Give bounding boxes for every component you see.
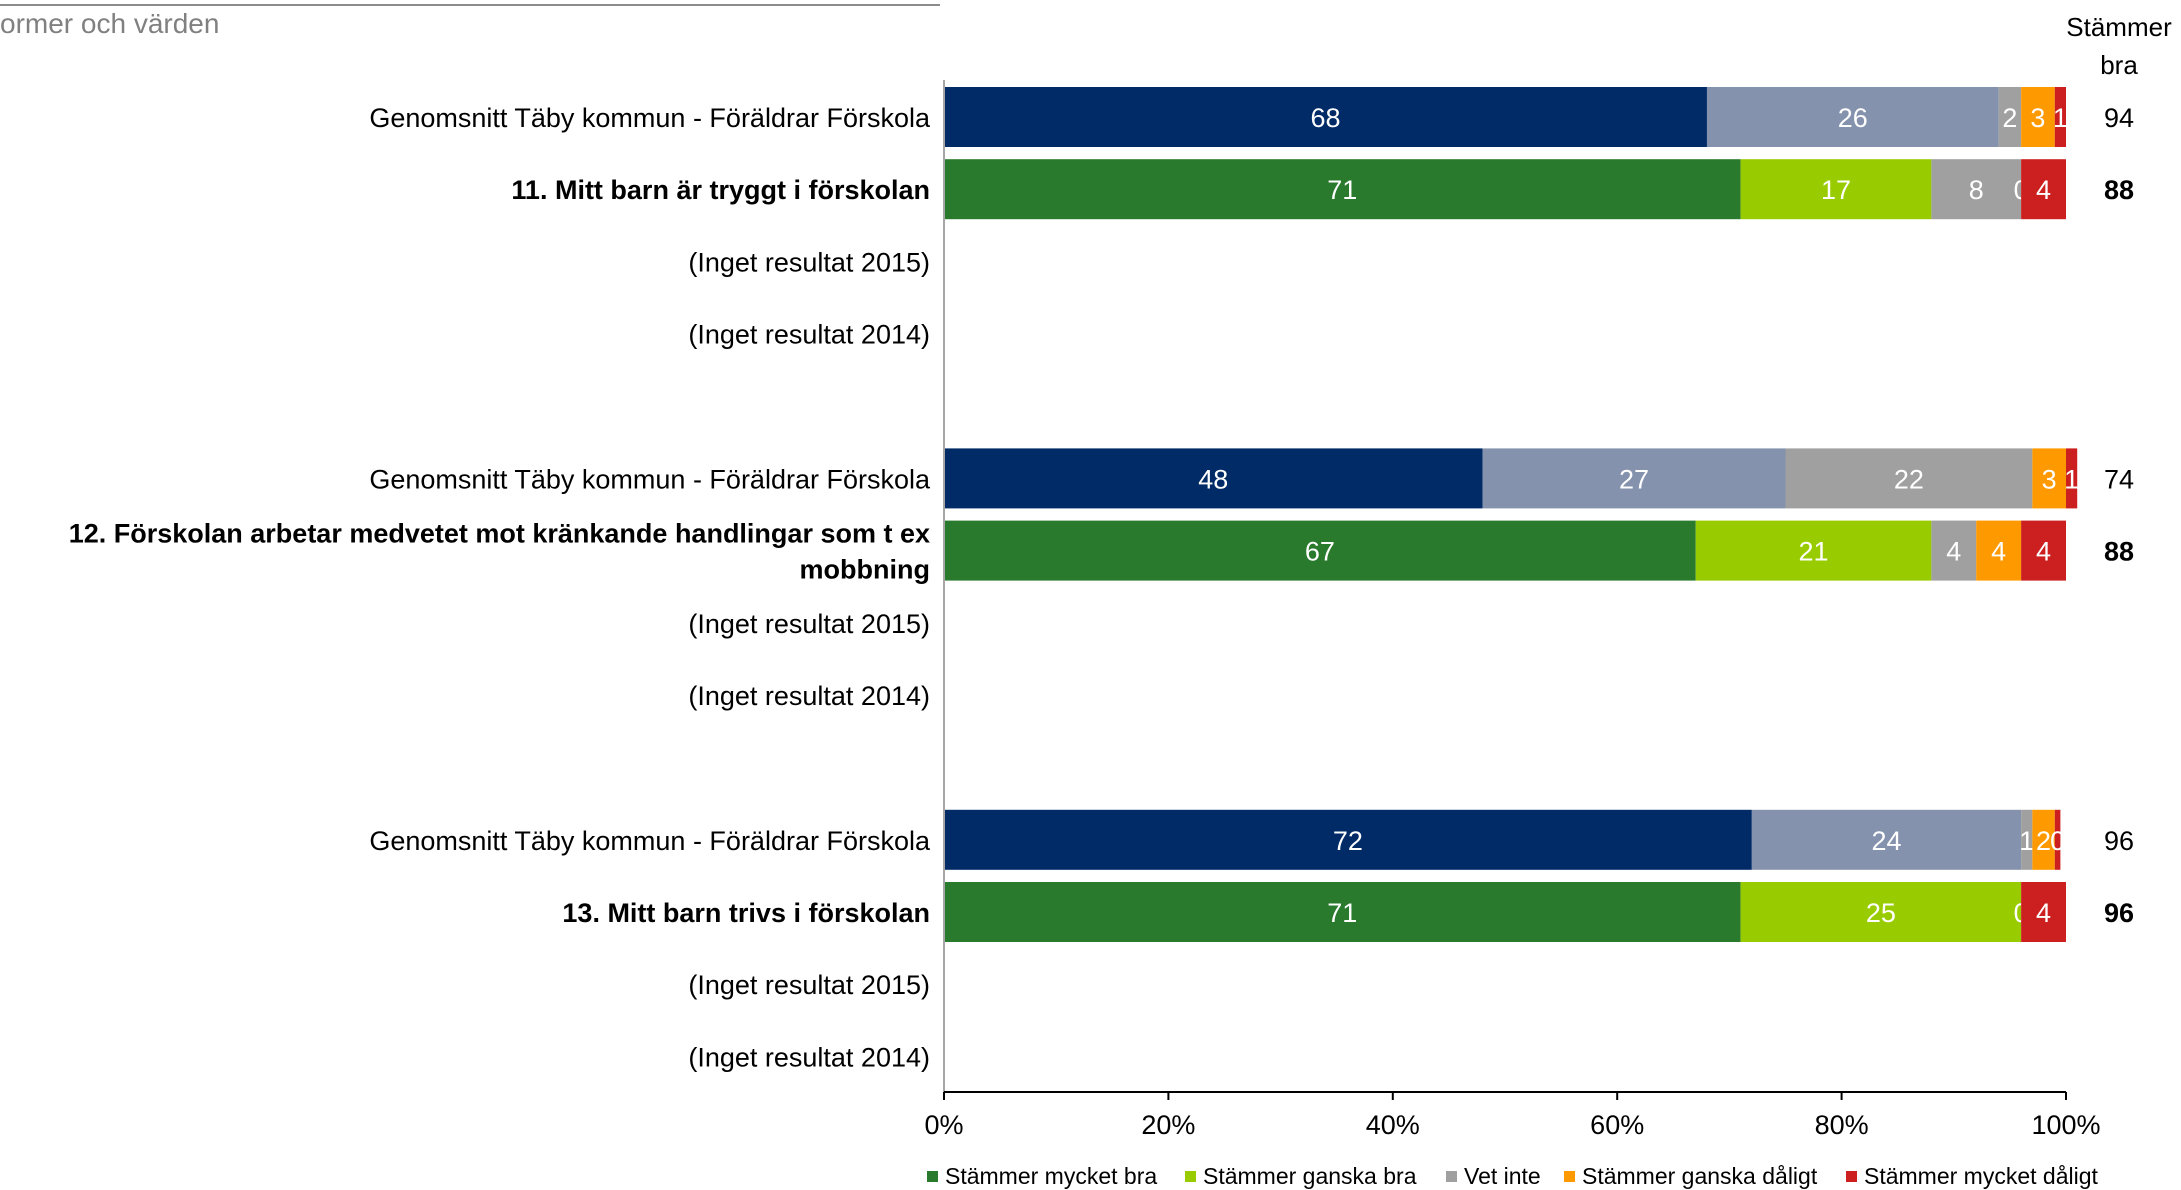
category-label: 13. Mitt barn trivs i förskolan <box>562 898 930 928</box>
data-label: 3 <box>2042 464 2057 494</box>
bar-segment <box>2021 159 2066 220</box>
category-label: (Inget resultat 2014) <box>688 320 930 350</box>
data-label: 8 <box>1969 175 1984 205</box>
data-label: 25 <box>1866 898 1896 928</box>
bar-segment <box>2021 87 2055 147</box>
data-label: 17 <box>1821 175 1851 205</box>
data-label: 21 <box>1799 537 1829 567</box>
section-title: ormer och värden <box>0 8 220 39</box>
category-label: (Inget resultat 2015) <box>688 970 930 1000</box>
data-label: 1 <box>2019 826 2034 856</box>
data-label: 1 <box>2064 464 2079 494</box>
title-rule <box>0 4 940 6</box>
legend-label: Stämmer ganska bra <box>1203 1163 1417 1189</box>
bar-segment <box>1751 809 2022 870</box>
x-tick-label: 100% <box>2031 1110 2100 1140</box>
stammer-bra-header: bra <box>2100 50 2138 80</box>
legend-swatch <box>1564 1171 1575 1182</box>
bar-segment <box>944 520 1696 581</box>
bar-segment <box>944 448 1483 509</box>
legend-swatch <box>1446 1171 1457 1182</box>
bar-segment <box>2021 809 2033 870</box>
data-label: 22 <box>1894 464 1924 494</box>
data-label: 4 <box>2036 537 2051 567</box>
data-label: 1 <box>2053 103 2068 133</box>
bar-segment <box>944 809 1752 870</box>
x-tick-label: 80% <box>1815 1110 1869 1140</box>
category-label: mobbning <box>800 555 930 585</box>
total-value: 88 <box>2104 537 2134 567</box>
legend-swatch <box>1846 1171 1857 1182</box>
bar-segment <box>2032 448 2066 509</box>
category-label: (Inget resultat 2014) <box>688 1042 930 1072</box>
bar-segment <box>1482 448 1786 509</box>
total-value: 88 <box>2104 175 2134 205</box>
legend-label: Vet inte <box>1464 1163 1541 1189</box>
category-label: Genomsnitt Täby kommun - Föräldrar Försk… <box>369 103 931 133</box>
bar-segment <box>1931 159 2022 220</box>
data-label: 2 <box>2002 103 2017 133</box>
bar-segment <box>944 882 1741 942</box>
data-label: 4 <box>2036 175 2051 205</box>
legend-swatch <box>927 1171 938 1182</box>
bar-segment <box>2032 809 2055 870</box>
data-label: 71 <box>1327 898 1357 928</box>
data-label: 26 <box>1838 103 1868 133</box>
data-label: 4 <box>1946 537 1961 567</box>
bar-segment <box>944 87 1707 147</box>
bar-segment <box>1695 520 1932 581</box>
data-label: 48 <box>1198 464 1228 494</box>
data-label: 4 <box>2036 898 2051 928</box>
bar-segment <box>1998 87 2022 147</box>
bar-segment <box>1740 882 2022 942</box>
data-label: 24 <box>1871 826 1901 856</box>
bar-segment <box>1976 520 2022 581</box>
bar-segment <box>1785 448 2033 509</box>
bar-segment <box>2021 520 2066 581</box>
total-value: 96 <box>2104 898 2134 928</box>
category-label: Genomsnitt Täby kommun - Föräldrar Försk… <box>369 464 931 494</box>
category-label: (Inget resultat 2015) <box>688 247 930 277</box>
category-label: 12. Förskolan arbetar medvetet mot kränk… <box>69 519 930 549</box>
total-value: 96 <box>2104 826 2134 856</box>
category-label: Genomsnitt Täby kommun - Föräldrar Försk… <box>369 826 931 856</box>
data-label: 67 <box>1305 537 1335 567</box>
data-label: 3 <box>2030 103 2045 133</box>
legend-label: Stämmer mycket bra <box>945 1163 1157 1189</box>
total-value: 74 <box>2104 464 2134 494</box>
category-label: (Inget resultat 2015) <box>688 609 930 639</box>
bar-segment <box>1740 159 1932 220</box>
legend-label: Stämmer ganska dåligt <box>1582 1163 1818 1189</box>
bar-segment <box>2066 448 2078 509</box>
x-tick-label: 0% <box>924 1110 963 1140</box>
data-label: 27 <box>1619 464 1649 494</box>
bar-segment <box>1706 87 1999 147</box>
bar-segment <box>944 159 1741 220</box>
x-tick-label: 20% <box>1141 1110 1195 1140</box>
data-label: 68 <box>1310 103 1340 133</box>
total-value: 94 <box>2104 103 2134 133</box>
data-label: 2 <box>2036 826 2051 856</box>
legend-label: Stämmer mycket dåligt <box>1864 1163 2099 1189</box>
data-label: 71 <box>1327 175 1357 205</box>
x-tick-label: 40% <box>1366 1110 1420 1140</box>
x-tick-label: 60% <box>1590 1110 1644 1140</box>
data-label: 72 <box>1333 826 1363 856</box>
stammer-bra-header: Stämmer <box>2066 12 2172 42</box>
bar-segment <box>2054 809 2061 870</box>
legend-swatch <box>1185 1171 1196 1182</box>
category-label: (Inget resultat 2014) <box>688 681 930 711</box>
category-label: 11. Mitt barn är tryggt i förskolan <box>511 175 930 205</box>
bar-segment <box>2054 87 2066 147</box>
bar-segment <box>2021 882 2066 942</box>
data-label: 4 <box>1991 537 2006 567</box>
data-label: 0 <box>2050 826 2065 856</box>
bar-segment <box>1931 520 1977 581</box>
